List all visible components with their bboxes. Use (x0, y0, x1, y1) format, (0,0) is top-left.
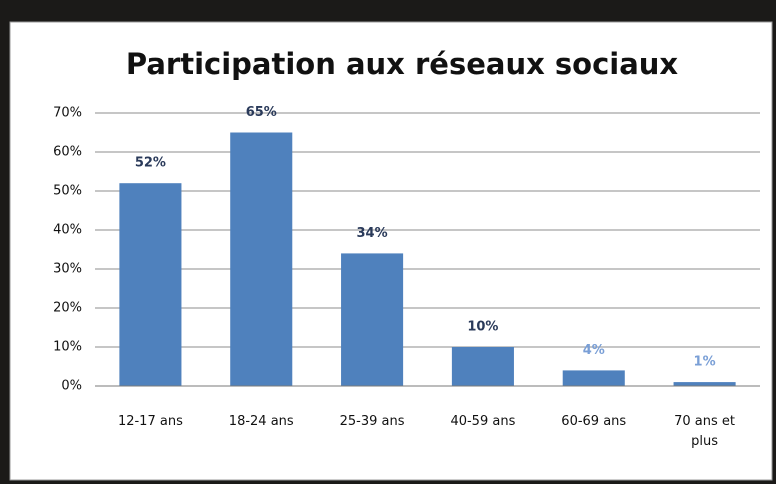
bar (673, 382, 736, 386)
bar (562, 370, 625, 386)
y-tick-label: 60% (53, 145, 82, 160)
x-tick-label: 60-69 ans (561, 414, 627, 429)
x-tick-label: 70 ans et plus (674, 414, 736, 449)
y-tick-label: 30% (53, 262, 82, 277)
bar (451, 347, 514, 386)
x-tick-label: 18-24 ans (228, 414, 294, 429)
y-tick-label: 0% (61, 379, 82, 394)
y-tick-label: 10% (53, 340, 82, 355)
y-tick-label: 50% (53, 184, 82, 199)
bar (119, 183, 182, 386)
y-tick-label: 20% (53, 301, 82, 316)
data-label: 52% (135, 156, 166, 171)
data-label: 34% (357, 226, 388, 241)
chart-title: Participation aux réseaux sociaux (126, 47, 679, 81)
bar (230, 132, 293, 386)
x-tick-label: 12-17 ans (117, 414, 183, 429)
data-label: 4% (583, 343, 605, 358)
y-tick-label: 70% (53, 106, 82, 121)
x-tick-label: 40-59 ans (450, 414, 516, 429)
data-label: 1% (694, 355, 716, 370)
data-label: 10% (467, 320, 498, 335)
data-label: 65% (246, 105, 277, 120)
bar (341, 253, 404, 386)
y-tick-label: 40% (53, 223, 82, 238)
x-tick-label: 25-39 ans (339, 414, 405, 429)
